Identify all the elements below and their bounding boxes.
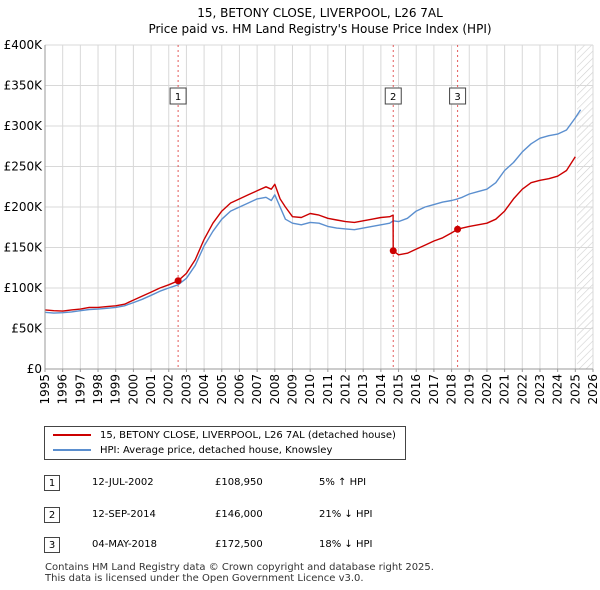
legend-swatch-hpi [53, 449, 91, 451]
x-tick-label: 2011 [321, 374, 335, 405]
sale-date: 12-JUL-2002 [92, 477, 154, 488]
x-tick-label: 2020 [480, 374, 494, 405]
y-tick-label: £50K [11, 322, 43, 336]
x-tick-label: 2003 [179, 374, 193, 405]
sale-point-3 [454, 225, 462, 233]
x-tick-label: 2024 [551, 374, 565, 405]
legend-label-property: 15, BETONY CLOSE, LIVERPOOL, L26 7AL (de… [100, 430, 396, 441]
x-tick-label: 2025 [568, 374, 582, 405]
sale-label-text-1: 1 [175, 92, 181, 103]
footer-attribution: Contains HM Land Registry data © Crown c… [45, 562, 434, 584]
sale-label-text-2: 2 [390, 92, 396, 103]
y-tick-label: £250K [4, 160, 44, 174]
chart-legend: 15, BETONY CLOSE, LIVERPOOL, L26 7AL (de… [44, 426, 406, 460]
y-tick-label: £150K [4, 241, 44, 255]
chart-title: 15, BETONY CLOSE, LIVERPOOL, L26 7AL [197, 6, 443, 20]
x-tick-label: 1997 [73, 374, 87, 405]
legend-label-hpi: HPI: Average price, detached house, Know… [100, 445, 333, 456]
x-tick-label: 2023 [533, 374, 547, 405]
footer-licence: This data is licensed under the Open Gov… [45, 573, 364, 584]
x-tick-label: 2006 [232, 374, 246, 405]
sale-hpi-change: 21% ↓ HPI [319, 509, 373, 520]
legend-item-property: 15, BETONY CLOSE, LIVERPOOL, L26 7AL (de… [53, 430, 396, 441]
y-tick-label: £350K [4, 79, 44, 93]
sale-date: 04-MAY-2018 [92, 539, 158, 550]
chart-subtitle: Price paid vs. HM Land Registry's House … [148, 22, 491, 36]
x-tick-label: 2001 [144, 374, 158, 405]
x-tick-label: 1999 [109, 374, 123, 405]
y-tick-label: £300K [4, 119, 44, 133]
y-tick-label: £200K [4, 200, 44, 214]
y-tick-label: £0 [27, 362, 42, 376]
y-tick-label: £100K [4, 281, 44, 295]
legend-item-hpi: HPI: Average price, detached house, Know… [53, 445, 332, 456]
x-tick-label: 2005 [215, 374, 229, 405]
x-tick-label: 2009 [285, 374, 299, 405]
sale-badge: 2 [44, 507, 60, 523]
sale-price: £146,000 [215, 509, 263, 520]
y-tick-label: £400K [4, 38, 44, 52]
sale-price: £172,500 [215, 539, 263, 550]
x-tick-label: 2016 [409, 374, 423, 405]
x-tick-label: 2007 [250, 374, 264, 405]
x-tick-label: 2026 [586, 374, 600, 405]
sale-label-box-2 [384, 87, 402, 105]
x-tick-label: 2014 [374, 374, 388, 405]
x-tick-label: 2017 [427, 374, 441, 405]
footer-copyright: Contains HM Land Registry data © Crown c… [45, 562, 434, 573]
sale-badge: 1 [44, 475, 60, 491]
x-tick-label: 2008 [268, 374, 282, 405]
x-tick-label: 2013 [356, 374, 370, 405]
sale-label-box-3 [449, 87, 467, 105]
sale-point-1 [174, 277, 182, 285]
sale-label-box-1 [169, 87, 187, 105]
x-tick-label: 2002 [162, 374, 176, 405]
sale-point-2 [389, 247, 397, 255]
sale-label-text-3: 3 [454, 92, 460, 103]
property-series-line [44, 156, 576, 312]
x-tick-label: 1995 [38, 374, 52, 405]
x-tick-label: 1998 [91, 374, 105, 405]
sale-hpi-change: 18% ↓ HPI [319, 539, 373, 550]
x-tick-label: 1996 [56, 374, 70, 405]
x-tick-label: 2000 [126, 374, 140, 405]
legend-swatch-property [53, 434, 91, 436]
sale-price: £108,950 [215, 477, 263, 488]
x-tick-label: 2010 [303, 374, 317, 405]
x-tick-label: 2022 [515, 374, 529, 405]
price-chart: 15, BETONY CLOSE, LIVERPOOL, L26 7AL Pri… [4, 6, 600, 405]
sale-hpi-change: 5% ↑ HPI [319, 477, 367, 488]
x-tick-label: 2015 [392, 374, 406, 405]
x-tick-label: 2012 [339, 374, 353, 405]
x-tick-label: 2018 [445, 374, 459, 405]
sale-badge: 3 [44, 537, 60, 553]
x-tick-label: 2021 [498, 374, 512, 405]
x-tick-label: 2019 [462, 374, 476, 405]
sale-date: 12-SEP-2014 [92, 509, 156, 520]
x-tick-label: 2004 [197, 374, 211, 405]
hpi-series-line [44, 109, 582, 314]
